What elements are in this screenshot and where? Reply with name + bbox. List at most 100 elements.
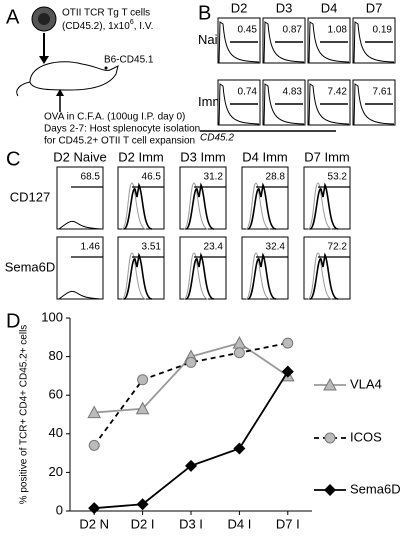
gate-value: 72.2 — [328, 242, 348, 253]
x-tick-label: D4 I — [227, 516, 251, 531]
legend-marker — [324, 432, 336, 444]
histogram — [309, 252, 339, 300]
cells-text: OTII TCR Tg T cells — [62, 8, 150, 19]
data-point — [282, 337, 294, 349]
histogram — [308, 21, 350, 64]
histogram-control — [307, 252, 333, 300]
histogram — [309, 182, 339, 230]
y-axis-label: % positive of TCR+ CD4+ CD45.2+ cells — [19, 325, 30, 505]
gate-value: 3.51 — [142, 242, 162, 253]
legend-marker — [323, 377, 337, 391]
data-point — [185, 356, 197, 368]
panel-label: C — [6, 148, 20, 170]
row-label: Sema6D — [5, 259, 56, 274]
cells-text: (CD45.2), 1x106, I.V. — [62, 19, 153, 32]
histogram — [185, 182, 215, 230]
column-header: D2 Imm — [118, 149, 164, 164]
gate-value: 32.4 — [266, 242, 286, 253]
legend-marker — [324, 484, 336, 496]
host-text: B6-CD45.1 — [104, 55, 154, 66]
y-tick-label: 40 — [49, 425, 63, 440]
histogram-control — [183, 182, 209, 230]
gate-value: 68.5 — [81, 172, 101, 183]
histogram — [58, 290, 102, 300]
data-point — [233, 347, 245, 359]
histogram — [263, 21, 305, 64]
series-line — [94, 371, 289, 510]
legend-label: ICOS — [350, 429, 382, 444]
histogram-control — [245, 252, 271, 300]
column-header: D7 Imm — [304, 149, 350, 164]
gate-value: 1.46 — [81, 242, 101, 253]
data-point — [185, 459, 197, 472]
gate-value: 0.74 — [238, 87, 258, 98]
histogram — [218, 83, 260, 126]
histogram-control — [121, 182, 147, 230]
immunization-text: OVA in C.F.A. (100ug I.P. day 0) — [44, 112, 185, 123]
isolation-text: for CD45.2+ OTII T cell expansion — [44, 136, 195, 147]
x-tick-label: D3 I — [179, 516, 203, 531]
gate-value: 7.61 — [373, 87, 393, 98]
y-tick-label: 20 — [49, 464, 63, 479]
histogram — [185, 252, 215, 300]
histogram-box — [56, 166, 104, 230]
data-point — [135, 401, 150, 415]
panel-label: D — [6, 310, 20, 332]
x-tick-label: D2 I — [131, 516, 155, 531]
column-header: D3 — [276, 0, 293, 15]
gate-value: 46.5 — [142, 172, 162, 183]
arrowhead — [39, 56, 49, 64]
legend-label: Sema6D — [350, 481, 401, 496]
column-header: D4 Imm — [242, 149, 288, 164]
data-point — [136, 498, 149, 511]
column-header: D4 — [321, 0, 338, 15]
exponent: 6 — [130, 19, 134, 26]
histogram-control — [121, 252, 147, 300]
data-point — [233, 442, 246, 455]
x-tick-label: D7 I — [276, 516, 300, 531]
mouse-eye — [104, 66, 108, 70]
histogram — [353, 21, 395, 64]
row-label: CD127 — [10, 189, 50, 204]
gate-value: 4.83 — [283, 87, 303, 98]
axis-label: CD45.2 — [200, 133, 234, 144]
gate-value: 7.42 — [328, 87, 348, 98]
data-point — [88, 502, 101, 515]
histogram — [308, 83, 350, 126]
data-point — [137, 374, 149, 386]
histogram-control — [183, 252, 209, 300]
isolation-text: Days 2-7: Host splenocyte isolation — [44, 124, 200, 135]
cells-text: , I.V. — [134, 21, 154, 32]
column-header: D2 Naive — [53, 149, 106, 164]
gate-value: 1.08 — [328, 25, 348, 36]
arrowhead — [56, 89, 64, 96]
gate-value: 23.4 — [204, 242, 224, 253]
legend-label: VLA4 — [350, 376, 382, 391]
histogram — [218, 21, 260, 64]
histogram — [247, 182, 277, 230]
gate-value: 31.2 — [204, 172, 224, 183]
panel-label: B — [198, 2, 211, 24]
data-point — [281, 365, 294, 378]
x-tick-label: D2 N — [79, 516, 109, 531]
cells-text: (CD45.2), 1x10 — [62, 21, 130, 32]
column-header: D7 — [366, 0, 383, 15]
data-point — [232, 336, 247, 349]
y-tick-label: 0 — [56, 502, 63, 517]
gate-value: 53.2 — [328, 172, 348, 183]
y-tick-label: 60 — [49, 387, 63, 402]
gate-value: 0.45 — [238, 25, 258, 36]
mouse-tail — [16, 81, 31, 97]
panel-label: A — [6, 6, 20, 28]
histogram — [247, 252, 277, 300]
series-line — [93, 342, 288, 446]
gate-value: 0.19 — [373, 25, 393, 36]
data-point — [88, 439, 100, 451]
histogram — [58, 220, 102, 230]
cell-nucleus — [38, 13, 50, 25]
y-tick-label: 80 — [49, 348, 63, 363]
histogram — [123, 252, 153, 300]
